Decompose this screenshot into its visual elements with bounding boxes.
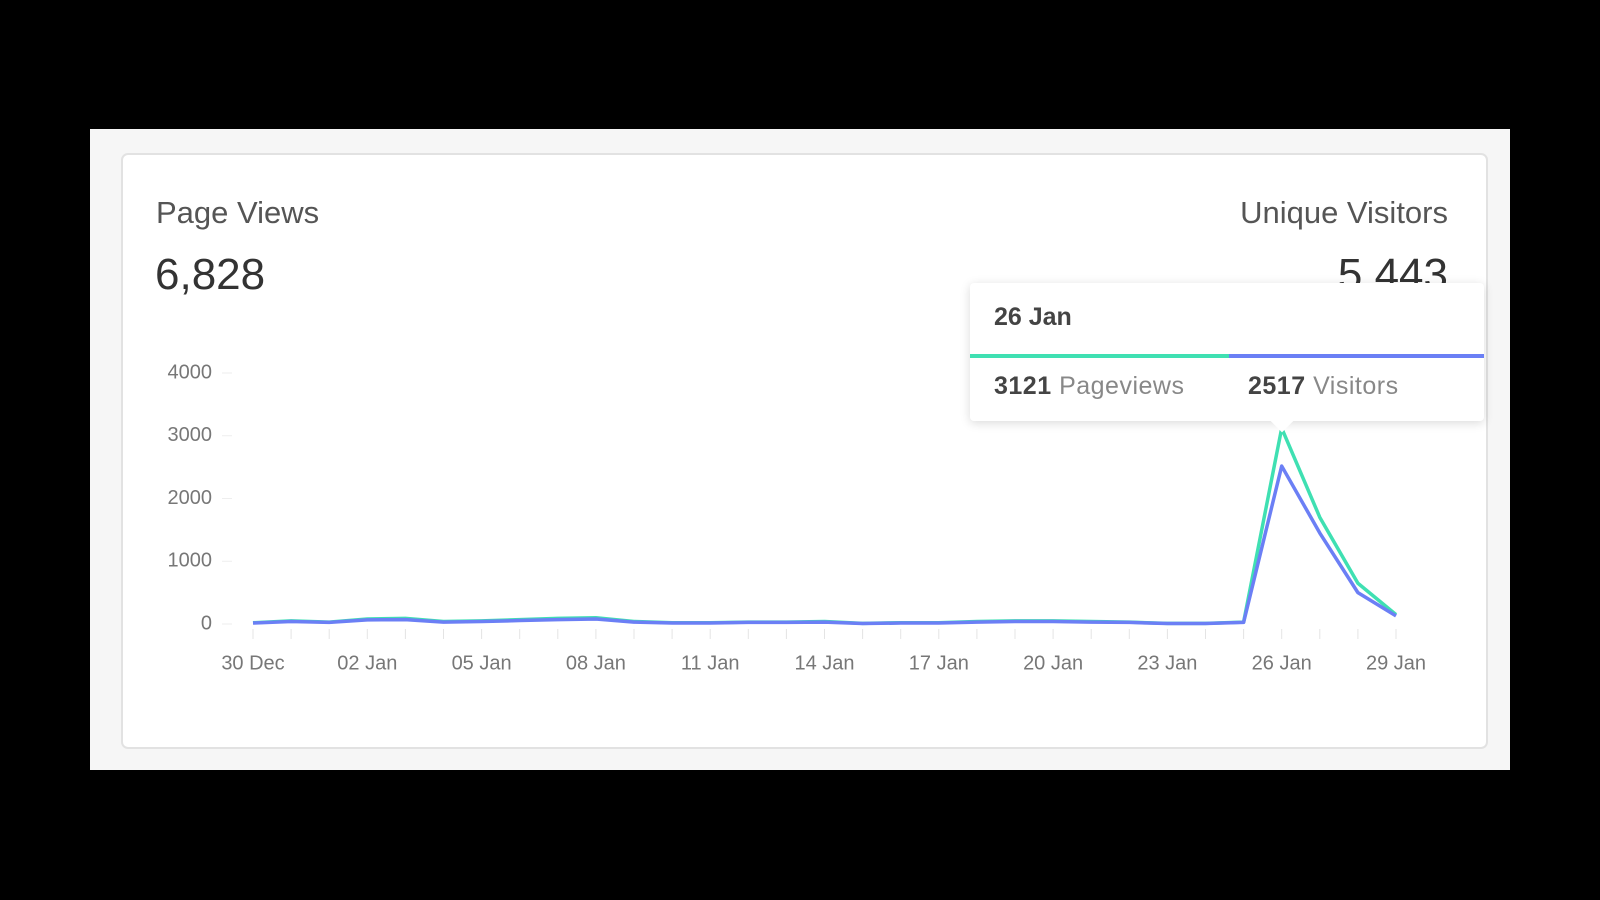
y-tick-label: 1000 — [168, 550, 213, 572]
tooltip: 26 Jan 3121 Pageviews 2517 Visitors — [970, 283, 1484, 433]
tooltip-date: 26 Jan — [994, 303, 1072, 331]
tooltip-color-bar — [970, 354, 1229, 358]
y-tick-label: 4000 — [168, 361, 213, 383]
x-tick-label: 26 Jan — [1252, 652, 1312, 674]
y-tick-label: 3000 — [168, 424, 213, 446]
x-tick-label: 29 Jan — [1366, 652, 1426, 674]
x-tick-label: 30 Dec — [221, 652, 284, 674]
tooltip-value: 2517 — [1248, 372, 1306, 400]
tooltip-item: 3121 Pageviews — [994, 372, 1184, 401]
y-tick-label: 2000 — [168, 487, 213, 509]
stat-title: Unique Visitors — [1240, 195, 1448, 230]
x-tick-label: 20 Jan — [1023, 652, 1083, 674]
tooltip-item: 2517 Visitors — [1248, 372, 1399, 401]
card — [121, 153, 1488, 749]
x-tick-label: 02 Jan — [337, 652, 397, 674]
stat-title: Page Views — [156, 195, 320, 230]
x-tick-label: 17 Jan — [909, 652, 969, 674]
tooltip-value: 3121 — [994, 372, 1052, 400]
tooltip-series: Pageviews — [1059, 372, 1185, 400]
tooltip-color-bar — [1229, 354, 1484, 358]
x-tick-label: 08 Jan — [566, 652, 626, 674]
y-tick-label: 0 — [201, 612, 212, 634]
tooltip-series: Visitors — [1313, 372, 1399, 400]
x-tick-label: 05 Jan — [452, 652, 512, 674]
x-tick-label: 11 Jan — [681, 652, 740, 674]
series-line — [252, 426, 1398, 626]
stat-total: 6,828 — [155, 250, 266, 299]
series-line — [252, 464, 1397, 626]
x-tick-label: 23 Jan — [1137, 652, 1197, 674]
x-tick-label: 14 Jan — [794, 652, 854, 674]
